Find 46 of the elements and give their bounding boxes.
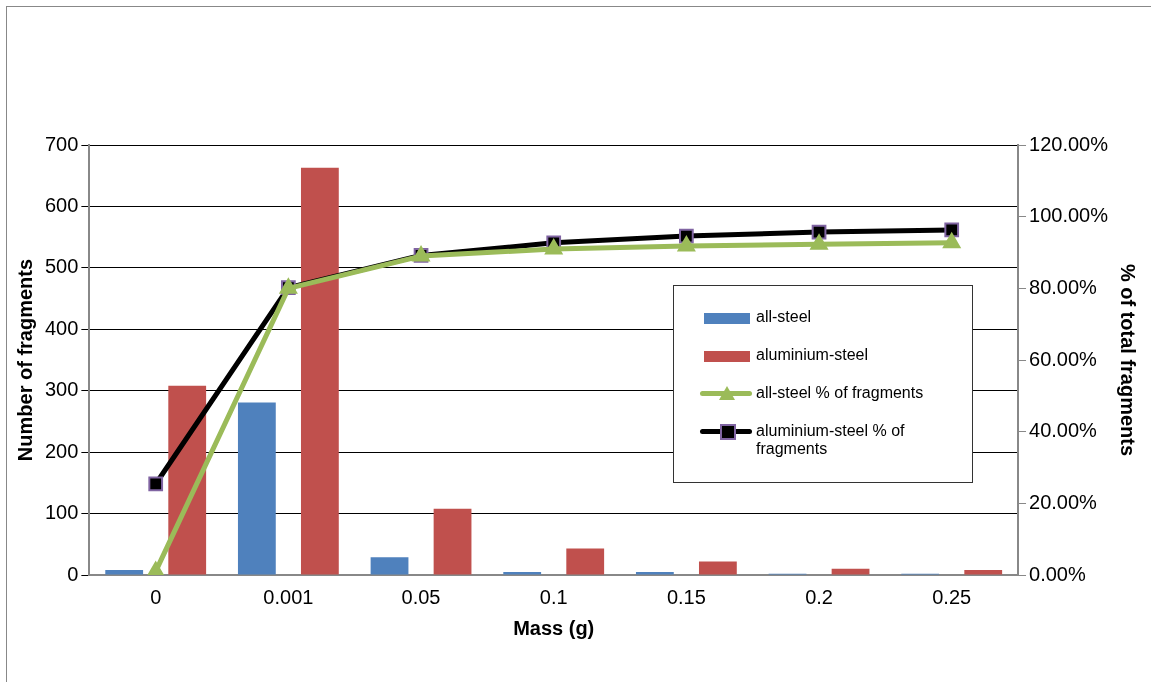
- y2-tick-label: 120.00%: [1029, 132, 1109, 155]
- legend-label: all-steel % of fragments: [756, 384, 924, 402]
- point: [810, 234, 828, 250]
- bar: [566, 548, 605, 575]
- y-tick-label: 100: [44, 501, 79, 524]
- y2-tick-label: 20.00%: [1029, 490, 1098, 513]
- bar: [105, 570, 144, 575]
- x-tick-label: 0: [150, 585, 162, 608]
- bar: [503, 571, 542, 575]
- y2-tick-label: 40.00%: [1029, 419, 1098, 442]
- y-tick-label: 0: [67, 562, 79, 585]
- x-tick-label: 0.15: [666, 585, 706, 608]
- x-tick-label: 0.05: [401, 585, 441, 608]
- bar: [300, 167, 339, 575]
- x-tick-label: 0.25: [932, 585, 972, 608]
- point: [146, 561, 165, 575]
- x-tick-label: 0.001: [263, 585, 314, 608]
- bar: [698, 561, 737, 575]
- bar: [831, 568, 870, 575]
- legend-label: aluminium-steel: [756, 346, 869, 364]
- bar: [370, 557, 409, 575]
- x-axis-title: Mass (g): [513, 616, 595, 639]
- bar: [964, 570, 1003, 575]
- x-tick-label: 0.1: [539, 585, 568, 608]
- y2-tick-label: 100.00%: [1029, 204, 1109, 227]
- y-tick-label: 500: [44, 255, 79, 278]
- y-axis-title: Number of fragments: [13, 258, 36, 462]
- y-tick-label: 200: [44, 439, 79, 462]
- bar: [433, 508, 472, 575]
- legend-label: aluminium-steel % of fragments: [756, 422, 906, 458]
- x-tick-label: 0.2: [805, 585, 833, 608]
- y-tick-label: 700: [44, 132, 79, 155]
- y-tick-label: 600: [44, 193, 79, 216]
- bar: [635, 571, 674, 575]
- y2-tick-label: 80.00%: [1029, 275, 1098, 298]
- y2-tick-label: 60.00%: [1029, 347, 1098, 370]
- y2-axis-title: % of total fragments: [1117, 263, 1140, 457]
- point: [942, 232, 961, 249]
- y2-tick-label: 0.00%: [1029, 562, 1086, 585]
- y-tick-label: 300: [44, 378, 79, 401]
- point: [944, 222, 960, 238]
- y-tick-label: 400: [44, 316, 79, 339]
- point: [677, 236, 696, 252]
- point: [544, 238, 563, 255]
- bar: [237, 402, 276, 575]
- legend-label: all-steel: [756, 308, 812, 326]
